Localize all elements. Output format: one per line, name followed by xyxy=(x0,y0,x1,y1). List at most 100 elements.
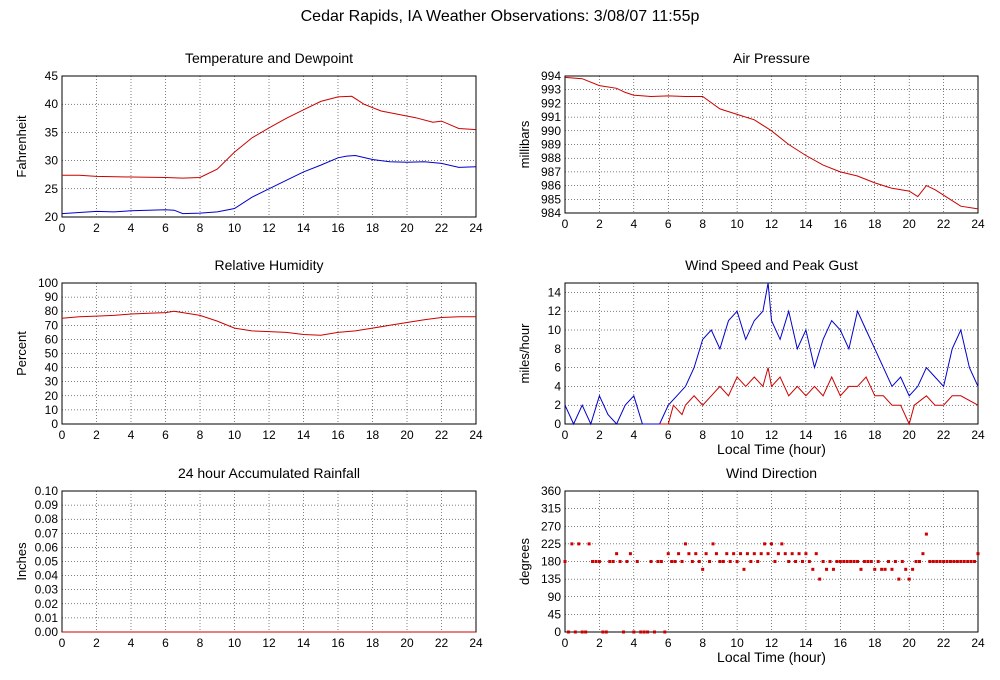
y-tick-label: 10 xyxy=(548,323,562,337)
data-point xyxy=(842,560,846,563)
chart-title: Wind Speed and Peak Gust xyxy=(685,257,858,273)
x-tick-label: 6 xyxy=(665,217,672,231)
data-point xyxy=(714,552,718,556)
x-tick-label: 4 xyxy=(128,636,135,650)
x-tick-label: 16 xyxy=(834,428,848,442)
x-tick-label: 8 xyxy=(699,217,706,231)
x-tick-label: 0 xyxy=(59,428,66,442)
data-point xyxy=(811,567,815,571)
data-point xyxy=(852,560,856,563)
data-point xyxy=(663,630,667,634)
x-tick-label: 20 xyxy=(902,428,916,442)
x-tick-label: 24 xyxy=(469,636,483,650)
y-tick-label: 0.01 xyxy=(35,611,59,625)
y-tick-label: 30 xyxy=(45,375,59,389)
data-point xyxy=(711,542,715,546)
y-tick-label: 0.02 xyxy=(35,597,59,611)
data-point xyxy=(866,560,870,563)
y-tick-label: 984 xyxy=(541,206,561,220)
data-point xyxy=(800,560,804,563)
data-point xyxy=(828,560,832,563)
x-tick-label: 18 xyxy=(868,428,882,442)
data-point xyxy=(931,560,935,563)
data-point xyxy=(680,560,684,563)
x-tick-label: 8 xyxy=(197,428,204,442)
data-point xyxy=(887,560,891,563)
data-point xyxy=(697,560,701,563)
x-tick-label: 4 xyxy=(128,428,135,442)
x-axis-label: Local Time (hour) xyxy=(717,649,826,665)
y-tick-label: 14 xyxy=(548,285,562,299)
y-tick-label: 25 xyxy=(45,182,59,196)
x-tick-label: 6 xyxy=(665,428,672,442)
y-tick-label: 12 xyxy=(548,304,562,318)
plot-frame xyxy=(61,75,477,218)
chart-title: 24 hour Accumulated Rainfall xyxy=(178,465,360,481)
x-tick-label: 24 xyxy=(971,428,985,442)
data-point xyxy=(615,552,619,556)
y-tick-label: 0.07 xyxy=(35,526,59,540)
x-tick-label: 6 xyxy=(162,428,169,442)
data-point xyxy=(721,560,725,563)
y-tick-label: 0.00 xyxy=(35,625,59,639)
data-point xyxy=(935,560,939,563)
plot-frame xyxy=(564,282,979,425)
x-tick-label: 10 xyxy=(228,221,242,235)
x-tick-label: 4 xyxy=(128,221,135,235)
data-point xyxy=(790,552,794,556)
x-tick-label: 20 xyxy=(400,221,414,235)
data-point xyxy=(732,552,736,556)
data-point xyxy=(639,630,643,634)
y-tick-label: 6 xyxy=(554,361,561,375)
data-point xyxy=(587,542,591,546)
data-point xyxy=(845,560,849,563)
x-tick-label: 2 xyxy=(596,428,603,442)
x-tick-label: 24 xyxy=(469,221,483,235)
y-tick-label: 0.09 xyxy=(35,498,59,512)
y-tick-label: 0.03 xyxy=(35,583,59,597)
data-point xyxy=(821,560,825,563)
x-tick-label: 18 xyxy=(366,636,380,650)
y-tick-label: 987 xyxy=(541,165,561,179)
y-axis-label: Fahrenheit xyxy=(14,115,29,178)
data-point xyxy=(566,630,570,634)
series-line-0 xyxy=(564,76,979,210)
data-point xyxy=(728,560,732,563)
data-point xyxy=(814,552,818,556)
x-tick-label: 16 xyxy=(834,636,848,650)
y-tick-label: 30 xyxy=(45,154,59,168)
data-point xyxy=(862,560,866,563)
series-line-0 xyxy=(61,310,476,336)
data-point xyxy=(611,560,615,563)
data-point xyxy=(959,560,963,563)
chart-title: Relative Humidity xyxy=(215,257,324,273)
series-line-0 xyxy=(564,282,979,426)
data-point xyxy=(794,560,798,563)
y-tick-label: 20 xyxy=(45,389,59,403)
x-tick-label: 12 xyxy=(262,428,276,442)
data-point xyxy=(625,560,629,563)
series-line-1 xyxy=(61,154,477,215)
x-tick-label: 20 xyxy=(400,428,414,442)
data-point xyxy=(859,567,863,571)
data-point xyxy=(904,567,908,571)
x-tick-label: 20 xyxy=(902,217,916,231)
data-point xyxy=(749,560,753,563)
data-point xyxy=(594,560,598,563)
x-tick-label: 0 xyxy=(59,221,66,235)
data-point xyxy=(921,552,925,556)
data-point xyxy=(787,560,791,563)
x-tick-label: 4 xyxy=(630,636,637,650)
x-tick-label: 12 xyxy=(262,636,276,650)
x-tick-label: 12 xyxy=(765,428,779,442)
x-tick-label: 10 xyxy=(730,636,744,650)
data-point xyxy=(666,552,670,556)
data-point xyxy=(701,567,705,571)
y-tick-label: 985 xyxy=(541,192,561,206)
y-tick-label: 80 xyxy=(45,304,59,318)
x-tick-label: 20 xyxy=(902,636,916,650)
y-tick-label: 993 xyxy=(541,83,561,97)
y-tick-label: 135 xyxy=(541,572,561,586)
y-tick-label: 0 xyxy=(51,417,58,431)
y-tick-label: 0.05 xyxy=(35,555,59,569)
